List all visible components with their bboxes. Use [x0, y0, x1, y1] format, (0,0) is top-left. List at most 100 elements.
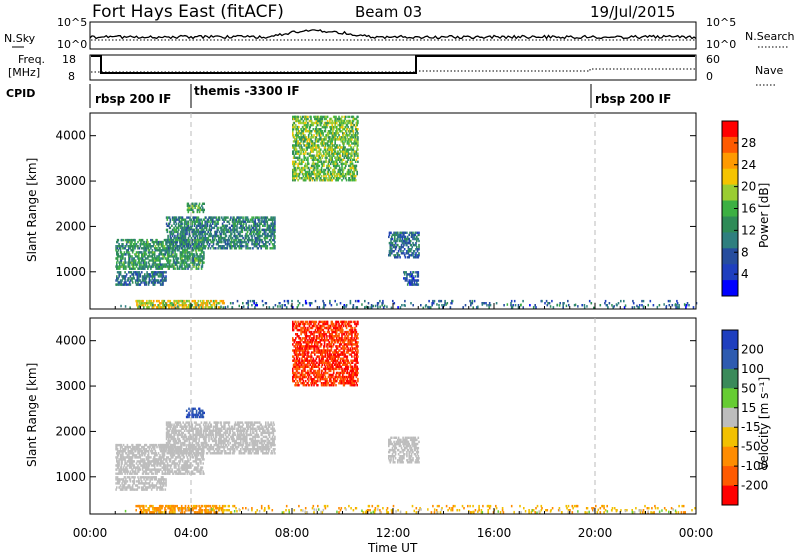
- echo-point: [431, 302, 433, 305]
- echo-point: [253, 299, 255, 303]
- echo-point: [188, 257, 190, 260]
- echo-point: [342, 148, 344, 151]
- echo-point: [404, 231, 407, 234]
- echo-point: [252, 232, 255, 236]
- echo-point: [143, 247, 145, 250]
- echo-point: [128, 255, 130, 258]
- echo-point: [412, 277, 415, 280]
- echo-point: [128, 265, 131, 268]
- echo-point: [321, 164, 324, 168]
- echo-point: [169, 261, 171, 264]
- echo-point: [318, 154, 321, 157]
- echo-point: [351, 130, 354, 133]
- echo-point: [265, 245, 267, 248]
- echo-point: [239, 230, 241, 234]
- nsearch-label: N.Search: [745, 30, 795, 43]
- echo-point: [265, 240, 268, 244]
- echo-point: [599, 304, 602, 307]
- echo-point: [128, 460, 131, 463]
- echo-point: [131, 458, 133, 461]
- echo-point: [253, 230, 256, 234]
- echo-point: [164, 247, 167, 250]
- echo-point: [233, 216, 235, 219]
- echo-point: [211, 216, 213, 219]
- echo-point: [261, 218, 263, 221]
- echo-point: [119, 445, 122, 449]
- echo-point: [267, 232, 269, 236]
- echo-point: [330, 121, 333, 125]
- echo-point: [167, 468, 170, 471]
- echo-point: [351, 115, 354, 119]
- echo-point: [122, 255, 124, 258]
- echo-point: [347, 170, 349, 174]
- echo-point: [244, 220, 247, 223]
- echo-point: [647, 303, 649, 307]
- echo-point: [162, 247, 164, 250]
- echo-point: [329, 119, 331, 123]
- echo-point: [341, 136, 343, 139]
- echo-point: [182, 259, 185, 262]
- echo-point: [132, 265, 135, 268]
- echo-point: [302, 304, 304, 307]
- echo-point: [274, 236, 276, 240]
- echo-point: [225, 216, 228, 219]
- echo-point: [177, 247, 179, 250]
- echo-point: [284, 304, 286, 307]
- echo-point: [165, 303, 168, 306]
- echo-point: [274, 216, 276, 219]
- echo-point: [304, 172, 307, 176]
- echo-point: [168, 267, 170, 270]
- echo-point: [125, 283, 128, 286]
- echo-point: [274, 218, 276, 221]
- echo-point: [347, 125, 349, 129]
- echo-point: [124, 271, 126, 274]
- echo-point: [183, 462, 185, 465]
- echo-point: [337, 179, 339, 182]
- echo-point: [294, 117, 296, 121]
- echo-point: [204, 230, 206, 234]
- echo-point: [394, 235, 396, 239]
- echo-point: [611, 304, 613, 307]
- echo-point: [193, 216, 195, 219]
- echo-point: [162, 283, 164, 286]
- echo-point: [326, 164, 328, 168]
- echo-point: [331, 146, 333, 149]
- echo-point: [175, 238, 178, 242]
- echo-point: [126, 445, 129, 449]
- echo-point: [292, 306, 294, 309]
- echo-point: [130, 462, 132, 465]
- y-tick-label: 1000: [55, 265, 86, 279]
- echo-point: [532, 306, 535, 309]
- echo-point: [552, 306, 555, 309]
- echo-point: [116, 275, 118, 278]
- echo-point: [190, 218, 193, 221]
- echo-point: [265, 216, 267, 219]
- echo-point: [204, 220, 206, 223]
- echo-point: [205, 232, 207, 236]
- echo-point: [357, 138, 359, 141]
- echo-point: [308, 144, 311, 147]
- echo-point: [136, 445, 139, 449]
- echo-point: [260, 247, 262, 250]
- echo-point: [298, 130, 301, 133]
- echo-point: [142, 466, 145, 469]
- echo-point: [320, 168, 323, 172]
- echo-point: [150, 462, 152, 465]
- echo-point: [353, 170, 355, 174]
- echo-point: [217, 218, 219, 221]
- echo-point: [149, 273, 151, 276]
- echo-point: [138, 460, 140, 463]
- echo-point: [224, 240, 227, 244]
- echo-point: [171, 234, 174, 238]
- echo-point: [427, 305, 429, 309]
- echo-point: [333, 174, 336, 178]
- echo-point: [418, 243, 420, 247]
- echo-point: [348, 164, 350, 168]
- echo-point: [345, 164, 347, 168]
- cpid-segment-1: themis -3300 IF: [194, 84, 300, 98]
- echo-point: [129, 247, 132, 250]
- echo-point: [197, 299, 200, 303]
- echo-point: [402, 233, 404, 237]
- echo-point: [167, 443, 170, 447]
- echo-point: [173, 460, 176, 463]
